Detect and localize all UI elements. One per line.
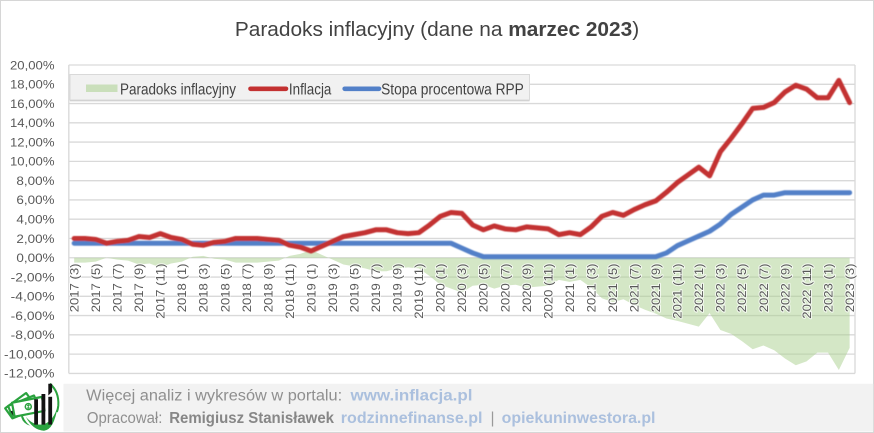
- svg-text:Stopa procentowa RPP: Stopa procentowa RPP: [381, 81, 524, 98]
- svg-text:2019 (11): 2019 (11): [412, 263, 426, 318]
- svg-text:2019 (5): 2019 (5): [348, 263, 362, 312]
- svg-text:20,00%: 20,00%: [10, 58, 55, 72]
- svg-text:2022 (9): 2022 (9): [778, 263, 792, 312]
- svg-text:2021 (5): 2021 (5): [606, 263, 620, 312]
- svg-text:Remigiusz Stanisławek: Remigiusz Stanisławek: [169, 410, 334, 427]
- svg-text:2019 (7): 2019 (7): [369, 263, 383, 312]
- svg-text:2022 (7): 2022 (7): [757, 263, 771, 312]
- svg-text:-4,00%: -4,00%: [11, 290, 55, 304]
- svg-text:12,00%: 12,00%: [10, 135, 55, 149]
- svg-text:2020 (9): 2020 (9): [520, 263, 534, 312]
- svg-text:2021 (11): 2021 (11): [671, 263, 685, 318]
- svg-text:2018 (11): 2018 (11): [283, 263, 297, 318]
- svg-text:2021 (9): 2021 (9): [649, 263, 663, 312]
- svg-text:2017 (3): 2017 (3): [67, 263, 81, 312]
- svg-text:2020 (1): 2020 (1): [434, 263, 448, 312]
- svg-text:2018 (3): 2018 (3): [197, 263, 211, 312]
- svg-text:2017 (7): 2017 (7): [111, 263, 125, 312]
- svg-text:2022 (5): 2022 (5): [735, 263, 749, 312]
- svg-text:2021 (7): 2021 (7): [628, 263, 642, 312]
- svg-text:2018 (7): 2018 (7): [240, 263, 254, 312]
- svg-text:2019 (9): 2019 (9): [391, 263, 405, 312]
- svg-text:2022 (11): 2022 (11): [800, 263, 814, 318]
- svg-text:6,00%: 6,00%: [16, 193, 54, 207]
- svg-text:2023 (1): 2023 (1): [821, 263, 835, 312]
- svg-text:2,00%: 2,00%: [16, 232, 54, 246]
- svg-text:2018 (5): 2018 (5): [218, 263, 232, 312]
- svg-text:|: |: [491, 410, 495, 427]
- svg-text:2018 (9): 2018 (9): [261, 263, 275, 312]
- svg-text:16,00%: 16,00%: [10, 97, 55, 111]
- svg-text:Więcej analiz i wykresów w por: Więcej analiz i wykresów w portalu:: [86, 388, 342, 405]
- svg-text:2020 (11): 2020 (11): [541, 263, 555, 318]
- svg-text:rodzinnefinanse.pl: rodzinnefinanse.pl: [341, 410, 483, 427]
- svg-text:-6,00%: -6,00%: [11, 309, 55, 323]
- svg-text:2017 (5): 2017 (5): [89, 263, 103, 312]
- svg-text:2020 (5): 2020 (5): [477, 263, 491, 312]
- svg-text:Paradoks inflacyjny: Paradoks inflacyjny: [120, 81, 236, 98]
- svg-text:2017 (9): 2017 (9): [132, 263, 146, 312]
- svg-text:2017 (11): 2017 (11): [154, 263, 168, 318]
- svg-text:0,00%: 0,00%: [16, 251, 54, 265]
- svg-text:2022 (1): 2022 (1): [692, 263, 706, 312]
- svg-text:2020 (3): 2020 (3): [455, 263, 469, 312]
- svg-text:-8,00%: -8,00%: [11, 328, 55, 342]
- svg-text:2019 (3): 2019 (3): [326, 263, 340, 312]
- svg-text:2021 (3): 2021 (3): [584, 263, 598, 312]
- svg-text:2019 (1): 2019 (1): [304, 263, 318, 312]
- svg-text:-10,00%: -10,00%: [4, 347, 55, 361]
- svg-text:Opracował:: Opracował:: [87, 410, 162, 427]
- svg-text:-2,00%: -2,00%: [11, 270, 55, 284]
- svg-text:18,00%: 18,00%: [10, 78, 55, 92]
- svg-text:Inflacja: Inflacja: [289, 81, 332, 98]
- svg-text:14,00%: 14,00%: [10, 116, 55, 130]
- svg-text:2021 (1): 2021 (1): [563, 263, 577, 312]
- svg-text:10,00%: 10,00%: [10, 155, 55, 169]
- svg-text:8,00%: 8,00%: [16, 174, 54, 188]
- svg-text:2023 (3): 2023 (3): [843, 263, 857, 312]
- svg-text:2022 (3): 2022 (3): [714, 263, 728, 312]
- svg-text:opiekuninwestora.pl: opiekuninwestora.pl: [502, 410, 656, 427]
- svg-text:2018 (1): 2018 (1): [175, 263, 189, 312]
- svg-text:4,00%: 4,00%: [16, 213, 54, 227]
- svg-text:-12,00%: -12,00%: [4, 367, 55, 381]
- svg-text:Paradoks inflacyjny (dane na m: Paradoks inflacyjny (dane na marzec 2023…: [235, 18, 639, 41]
- svg-text:www.inflacja.pl: www.inflacja.pl: [349, 388, 472, 405]
- svg-text:2020 (7): 2020 (7): [498, 263, 512, 312]
